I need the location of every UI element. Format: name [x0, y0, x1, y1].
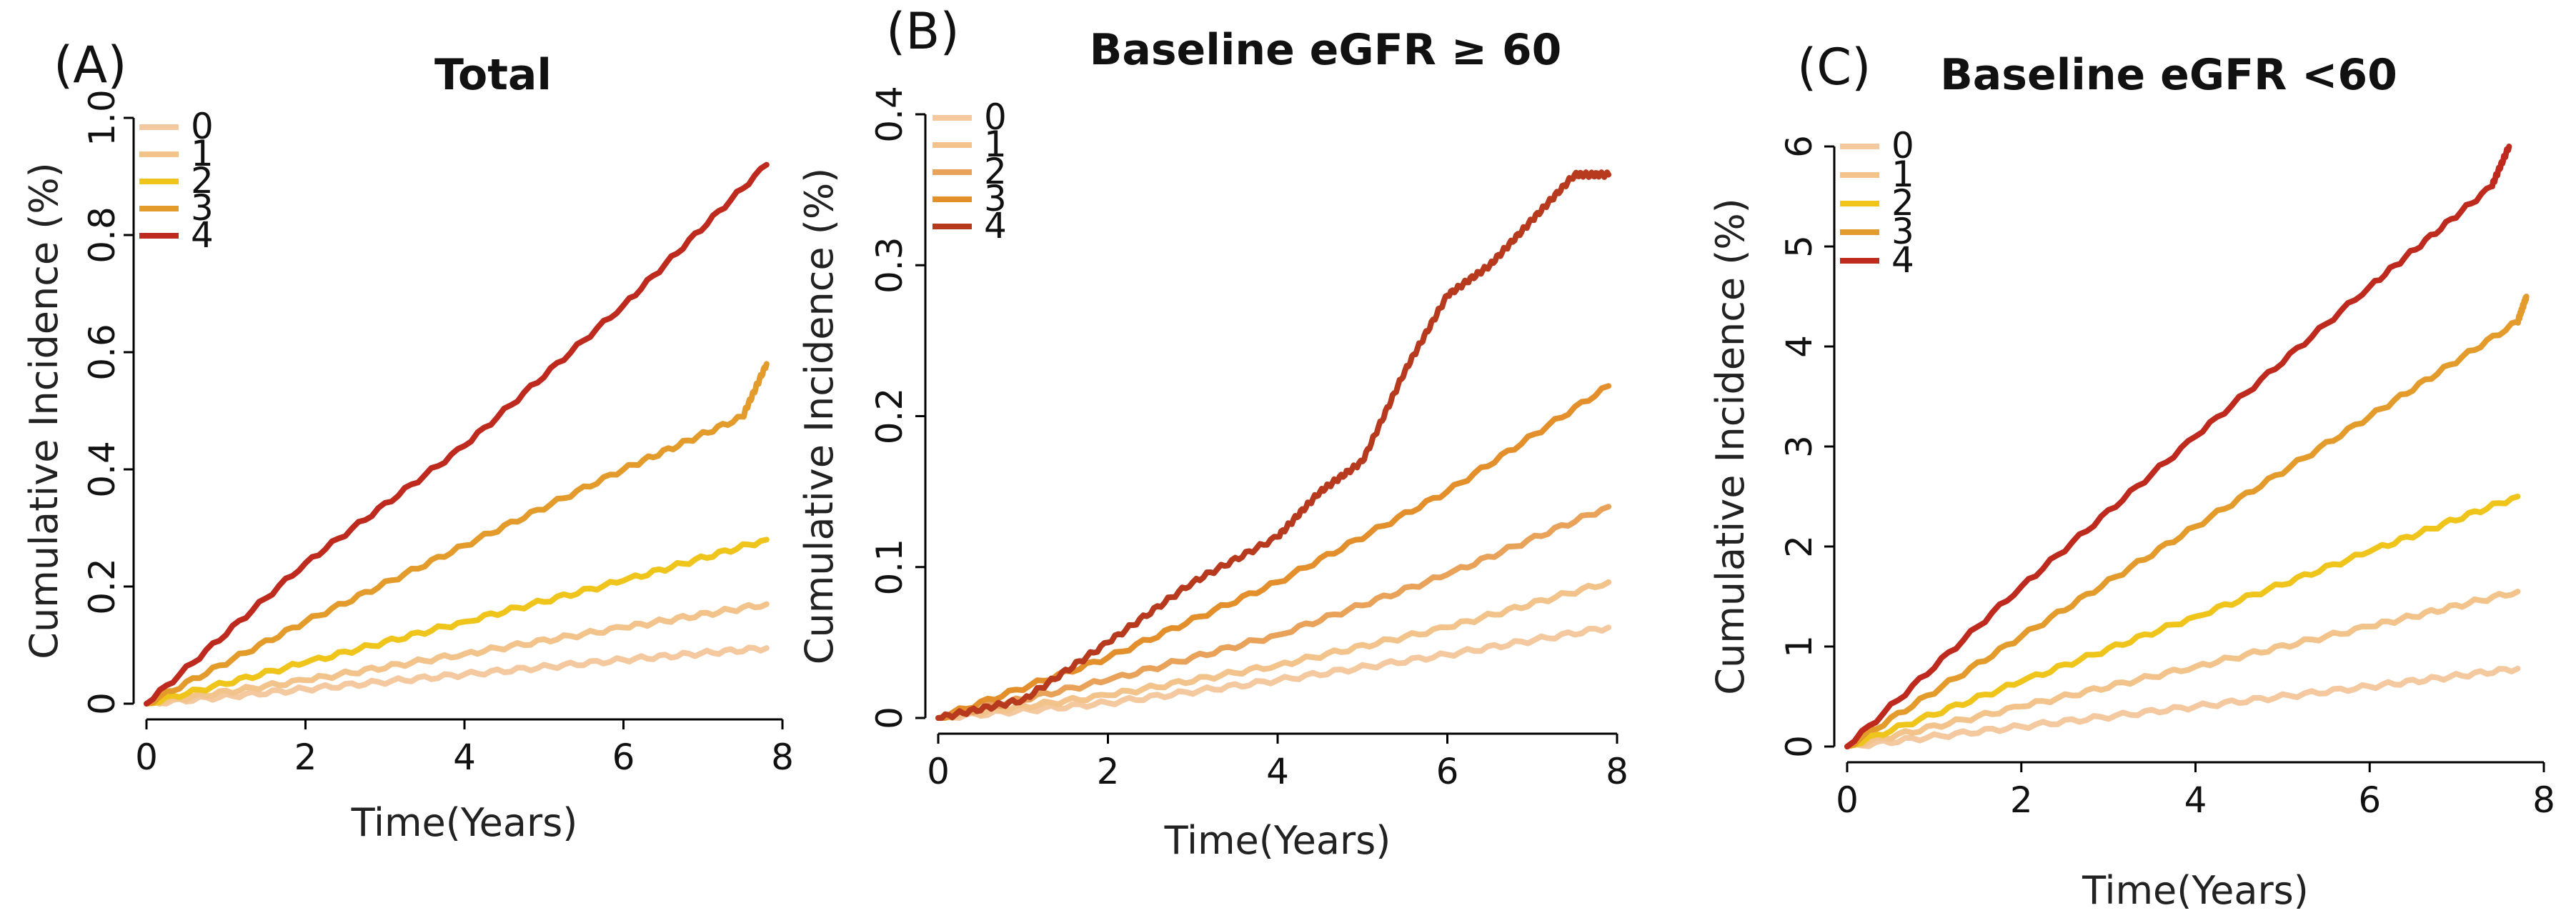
- series-line-3: [1844, 294, 2530, 749]
- y-tick-label: 6: [1779, 135, 1820, 158]
- series-line-2: [144, 537, 770, 707]
- y-tick-label: 1: [1779, 635, 1820, 658]
- y-tick-label: 0.4: [869, 86, 910, 143]
- panel-label: (C): [1797, 38, 1871, 96]
- series-line-1: [935, 579, 1612, 721]
- series-line-1: [1844, 589, 2521, 749]
- series-line-4: [1844, 144, 2512, 749]
- series-line-2: [935, 504, 1612, 721]
- x-axis-label: Time(Years): [1164, 818, 1391, 863]
- legend-label: 1: [984, 124, 1007, 165]
- x-tick-label: 6: [1436, 751, 1459, 792]
- series-line-3: [144, 361, 770, 707]
- legend-label: 4: [1891, 239, 1914, 281]
- y-tick-label: 0.2: [869, 388, 910, 445]
- chart-panel-a: (A) Total 0 0.2 0.4 0.6 0.8 1.0 Cumulative Incid…: [21, 36, 794, 845]
- legend-label: 1: [191, 133, 214, 174]
- chart-panel-b: (B) Baseline eGFR ≥ 60 0 0.1 0.2 0.3 0.4 Cumula…: [797, 2, 1628, 863]
- y-tick-label: 0.1: [869, 539, 910, 596]
- legend-label: 0: [191, 106, 214, 147]
- x-tick-label: 2: [1097, 751, 1120, 792]
- x-axis-label: Time(Years): [2082, 868, 2309, 913]
- x-tick-label: 8: [771, 737, 794, 778]
- y-tick-label: 2: [1779, 535, 1820, 558]
- panel-label: (B): [886, 2, 960, 61]
- y-tick-label: 0: [1779, 735, 1820, 758]
- x-tick-label: 0: [1836, 779, 1859, 821]
- legend-label: 2: [191, 160, 214, 201]
- y-axis-label: Cumulative Incidence (%): [21, 162, 66, 659]
- legend-label: 1: [1891, 154, 1914, 195]
- y-tick-label: 0.8: [81, 206, 123, 264]
- legend-label: 4: [191, 214, 214, 256]
- y-tick-label: 0: [81, 692, 123, 715]
- legend-label: 3: [984, 178, 1007, 219]
- series-line-0: [935, 624, 1612, 721]
- legend-label: 3: [1891, 211, 1914, 252]
- y-axis-label: Cumulative Incidence (%): [797, 168, 842, 664]
- y-tick-label: 0.6: [81, 324, 123, 381]
- x-tick-label: 0: [927, 751, 950, 792]
- chart-title: Baseline eGFR <60: [1940, 50, 2397, 100]
- series-line-0: [144, 644, 770, 707]
- y-axis-label: Cumulative Incidence (%): [1708, 198, 1753, 694]
- x-tick-label: 8: [2532, 779, 2555, 821]
- x-tick-label: 2: [2010, 779, 2033, 821]
- series-line-4: [144, 161, 770, 707]
- x-tick-label: 6: [612, 737, 635, 778]
- legend-label: 3: [191, 187, 214, 229]
- y-tick-label: 0.2: [81, 558, 123, 615]
- series-line-4: [935, 169, 1612, 721]
- legend-label: 2: [1891, 182, 1914, 224]
- x-tick-label: 4: [1266, 751, 1289, 792]
- y-tick-label: 1.0: [81, 89, 123, 146]
- legend-label: 4: [984, 205, 1007, 246]
- x-tick-label: 0: [135, 737, 158, 778]
- chart-title: Total: [434, 50, 552, 100]
- x-tick-label: 8: [1606, 751, 1628, 792]
- series-line-0: [1844, 665, 2521, 749]
- x-axis-label: Time(Years): [351, 800, 578, 845]
- y-tick-label: 4: [1779, 335, 1820, 358]
- y-tick-label: 3: [1779, 435, 1820, 458]
- y-tick-label: 0.4: [81, 441, 123, 498]
- y-tick-label: 5: [1779, 235, 1820, 258]
- x-tick-label: 4: [2184, 779, 2207, 821]
- x-tick-label: 2: [294, 737, 317, 778]
- x-tick-label: 4: [453, 737, 476, 778]
- x-tick-label: 6: [2358, 779, 2381, 821]
- series-line-2: [1844, 494, 2521, 749]
- legend-label: 0: [984, 96, 1007, 138]
- series-line-1: [144, 601, 770, 707]
- legend-label: 2: [984, 151, 1007, 192]
- legend-label: 0: [1891, 125, 1914, 166]
- y-tick-label: 0: [869, 707, 910, 729]
- y-tick-label: 0.3: [869, 236, 910, 294]
- chart-title: Baseline eGFR ≥ 60: [1090, 25, 1562, 75]
- panel-label: (A): [54, 36, 127, 94]
